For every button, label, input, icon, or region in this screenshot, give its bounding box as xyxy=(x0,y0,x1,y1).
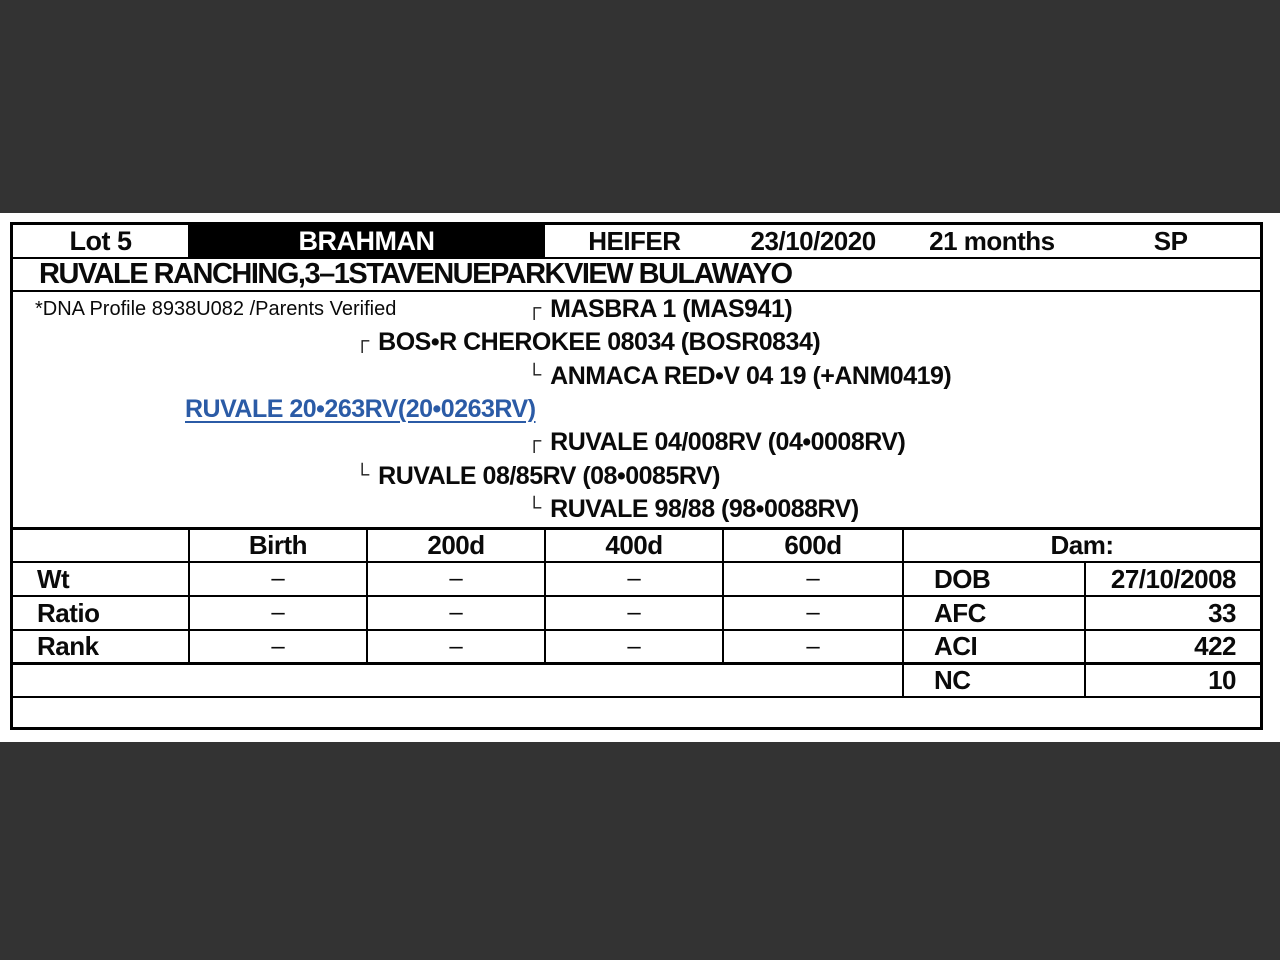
sire-name: BOS•R CHEROKEE 08034 (BOSR0834) xyxy=(378,327,821,356)
rank-600d-value: – xyxy=(724,631,904,662)
table-row-nc: NC 10 xyxy=(13,665,1260,698)
dam-afc-label: AFC xyxy=(904,597,1086,629)
column-header-dam: Dam: xyxy=(1050,530,1114,560)
dam-name: RUVALE 08/85RV (08•0085RV) xyxy=(378,461,720,490)
dam-aci-label: ACI xyxy=(904,631,1086,662)
letterbox-top xyxy=(0,0,1280,213)
lot-header-row: Lot 5 BRAHMAN HEIFER 23/10/2020 21 month… xyxy=(13,225,1260,259)
ratio-birth-value: – xyxy=(190,597,368,629)
lot-card: Lot 5 BRAHMAN HEIFER 23/10/2020 21 month… xyxy=(10,222,1263,730)
age-label: 21 months xyxy=(929,225,1055,256)
birth-date: 23/10/2020 xyxy=(750,225,877,256)
row-label-ratio: Ratio xyxy=(13,597,190,629)
pedigree-corner-bottom-icon: └ xyxy=(527,363,542,386)
dam-aci-value: 422 xyxy=(1194,631,1236,661)
stats-corner-cell xyxy=(13,530,190,561)
rank-200d-value: – xyxy=(368,631,546,662)
animal-name-link[interactable]: RUVALE 20•263RV(20•0263RV) xyxy=(185,394,536,423)
row-label-wt: Wt xyxy=(13,563,190,595)
vendor-address: RUVALE RANCHING,3–1STAVENUEPARKVIEW BULA… xyxy=(13,258,1260,292)
wt-600d-value: – xyxy=(724,563,904,595)
sire-sire-name: MASBRA 1 (MAS941) xyxy=(550,294,793,323)
row-label-rank: Rank xyxy=(13,631,190,662)
pedigree-corner-bottom-icon: └ xyxy=(355,463,370,486)
empty-bottom-row xyxy=(13,698,1260,727)
wt-birth-value: – xyxy=(190,563,368,595)
column-header-600d: 600d xyxy=(724,530,904,561)
sire-dam-name: ANMACA RED•V 04 19 (+ANM0419) xyxy=(550,361,952,390)
pedigree-panel: *DNA Profile 8938U082 /Parents Verified … xyxy=(13,292,1260,529)
sale-code: SP xyxy=(1153,225,1188,256)
dam-nc-label: NC xyxy=(904,665,1086,696)
pedigree-line-sire: ┌ BOS•R CHEROKEE 08034 (BOSR0834) xyxy=(355,325,821,359)
ratio-200d-value: – xyxy=(368,597,546,629)
dna-profile-note: *DNA Profile 8938U082 /Parents Verified xyxy=(35,297,397,320)
wt-400d-value: – xyxy=(546,563,724,595)
table-row-ratio: Ratio – – – – AFC 33 xyxy=(13,597,1260,631)
dam-nc-value: 10 xyxy=(1208,665,1236,695)
stats-header-row: Birth 200d 400d 600d Dam: xyxy=(13,529,1260,563)
pedigree-line-dam: └ RUVALE 08/85RV (08•0085RV) xyxy=(355,459,720,493)
pedigree-line-dam-sire: ┌ RUVALE 04/008RV (04•0008RV) xyxy=(527,425,906,459)
rank-400d-value: – xyxy=(546,631,724,662)
breed-banner: BRAHMAN xyxy=(190,225,545,257)
header-details: HEIFER 23/10/2020 21 months SP xyxy=(545,225,1260,257)
table-row-rank: Rank – – – – ACI 422 xyxy=(13,631,1260,665)
lot-number: Lot 5 xyxy=(13,225,190,257)
empty-merged-cell xyxy=(13,665,904,696)
rank-birth-value: – xyxy=(190,631,368,662)
dam-dob-label: DOB xyxy=(904,563,1086,595)
column-header-200d: 200d xyxy=(368,530,546,561)
pedigree-corner-bottom-icon: └ xyxy=(527,496,542,519)
catalog-page: Lot 5 BRAHMAN HEIFER 23/10/2020 21 month… xyxy=(0,213,1280,742)
ratio-600d-value: – xyxy=(724,597,904,629)
table-row-wt: Wt – – – – DOB 27/10/2008 xyxy=(13,563,1260,597)
dam-dob-value: 27/10/2008 xyxy=(1110,563,1237,594)
pedigree-corner-top-icon: ┌ xyxy=(527,296,542,319)
column-header-birth: Birth xyxy=(190,530,368,561)
pedigree-corner-top-icon: ┌ xyxy=(355,329,370,352)
wt-200d-value: – xyxy=(368,563,546,595)
dam-afc-value: 33 xyxy=(1208,597,1236,628)
dam-dam-name: RUVALE 98/88 (98•0088RV) xyxy=(550,494,859,523)
sex-label: HEIFER xyxy=(588,225,681,256)
pedigree-line-dam-dam: └ RUVALE 98/88 (98•0088RV) xyxy=(527,492,859,526)
pedigree-line-sire-sire: ┌ MASBRA 1 (MAS941) xyxy=(527,292,793,326)
dam-sire-name: RUVALE 04/008RV (04•0008RV) xyxy=(550,427,906,456)
pedigree-corner-top-icon: ┌ xyxy=(527,429,542,452)
pedigree-line-sire-dam: └ ANMACA RED•V 04 19 (+ANM0419) xyxy=(527,359,952,393)
column-header-400d: 400d xyxy=(546,530,724,561)
pedigree-line-animal: RUVALE 20•263RV(20•0263RV) xyxy=(185,392,536,426)
letterbox-bottom xyxy=(0,742,1280,960)
ratio-400d-value: – xyxy=(546,597,724,629)
